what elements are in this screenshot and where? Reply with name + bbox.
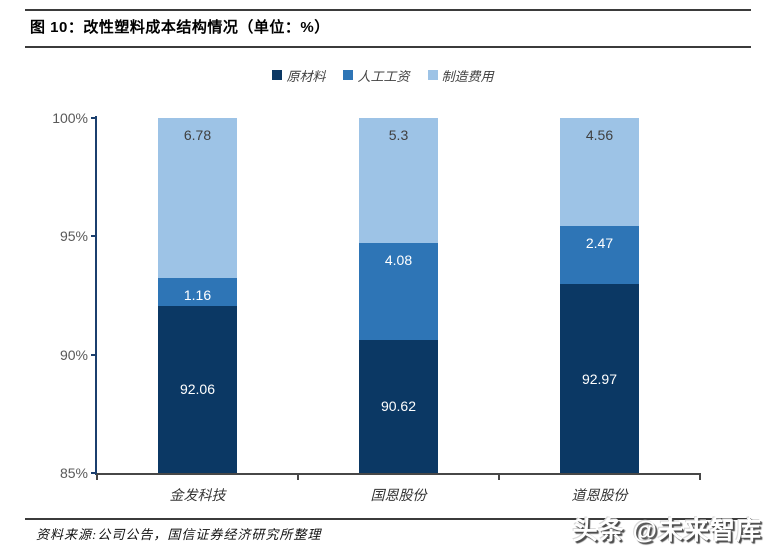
bar-segment: 5.3 bbox=[359, 118, 438, 244]
figure-title: 图 10：改性塑料成本结构情况（单位：%） bbox=[30, 19, 330, 36]
bar-segment: 6.78 bbox=[158, 118, 237, 279]
y-tick bbox=[91, 353, 97, 356]
x-tick bbox=[498, 475, 500, 480]
x-tick bbox=[297, 475, 299, 480]
x-tick bbox=[699, 475, 701, 480]
bottom-rule bbox=[25, 518, 751, 520]
bar-value-label: 90.62 bbox=[380, 398, 417, 415]
y-tick-label: 100% bbox=[52, 110, 88, 126]
bar-segment: 2.47 bbox=[560, 225, 639, 285]
title-rule bbox=[25, 46, 751, 48]
x-tick bbox=[96, 475, 98, 480]
legend-label: 人工工资 bbox=[357, 68, 410, 84]
legend-label: 制造费用 bbox=[441, 68, 494, 84]
y-axis-line bbox=[95, 116, 97, 475]
bar-value-label: 5.3 bbox=[388, 127, 409, 143]
category-label: 道恩股份 bbox=[571, 489, 628, 504]
watermark: 头条 @未来智库 bbox=[572, 517, 762, 545]
category-label: 金发科技 bbox=[169, 489, 226, 504]
legend-swatch bbox=[427, 70, 438, 80]
x-axis-line bbox=[96, 473, 701, 475]
bar-value-label: 92.06 bbox=[179, 381, 216, 398]
bar-value-label: 92.97 bbox=[581, 370, 618, 387]
bar-segment: 90.62 bbox=[359, 339, 438, 473]
bar-value-label: 2.47 bbox=[585, 234, 614, 251]
y-tick-label: 85% bbox=[59, 465, 88, 481]
bar-segment: 92.06 bbox=[158, 305, 237, 473]
chart-legend: 原材料 人工工资 制造费用 bbox=[0, 66, 766, 84]
bar-value-label: 4.56 bbox=[585, 127, 614, 143]
y-tick bbox=[91, 117, 97, 119]
legend-item: 人工工资 bbox=[343, 66, 410, 85]
legend-item: 制造费用 bbox=[427, 66, 494, 85]
top-rule bbox=[25, 9, 751, 11]
source-note: 资料来源:公司公告，国信证券经济研究所整理 bbox=[36, 527, 322, 542]
bar-value-label: 4.08 bbox=[384, 252, 413, 269]
bar-segment: 92.97 bbox=[560, 284, 639, 473]
bar-segment: 4.56 bbox=[560, 118, 639, 226]
y-tick bbox=[91, 472, 97, 474]
bar-segment: 4.08 bbox=[359, 243, 438, 340]
bar-value-label: 1.16 bbox=[183, 287, 212, 304]
y-tick-label: 90% bbox=[59, 346, 88, 363]
y-tick-label: 95% bbox=[59, 228, 88, 245]
y-tick bbox=[91, 235, 97, 238]
bar-value-label: 6.78 bbox=[183, 127, 212, 143]
bar-segment: 1.16 bbox=[158, 278, 237, 306]
legend-label: 原材料 bbox=[286, 68, 326, 84]
legend-swatch bbox=[272, 70, 283, 80]
legend-item: 原材料 bbox=[272, 66, 325, 85]
category-label: 国恩股份 bbox=[370, 489, 427, 504]
legend-swatch bbox=[343, 70, 354, 80]
